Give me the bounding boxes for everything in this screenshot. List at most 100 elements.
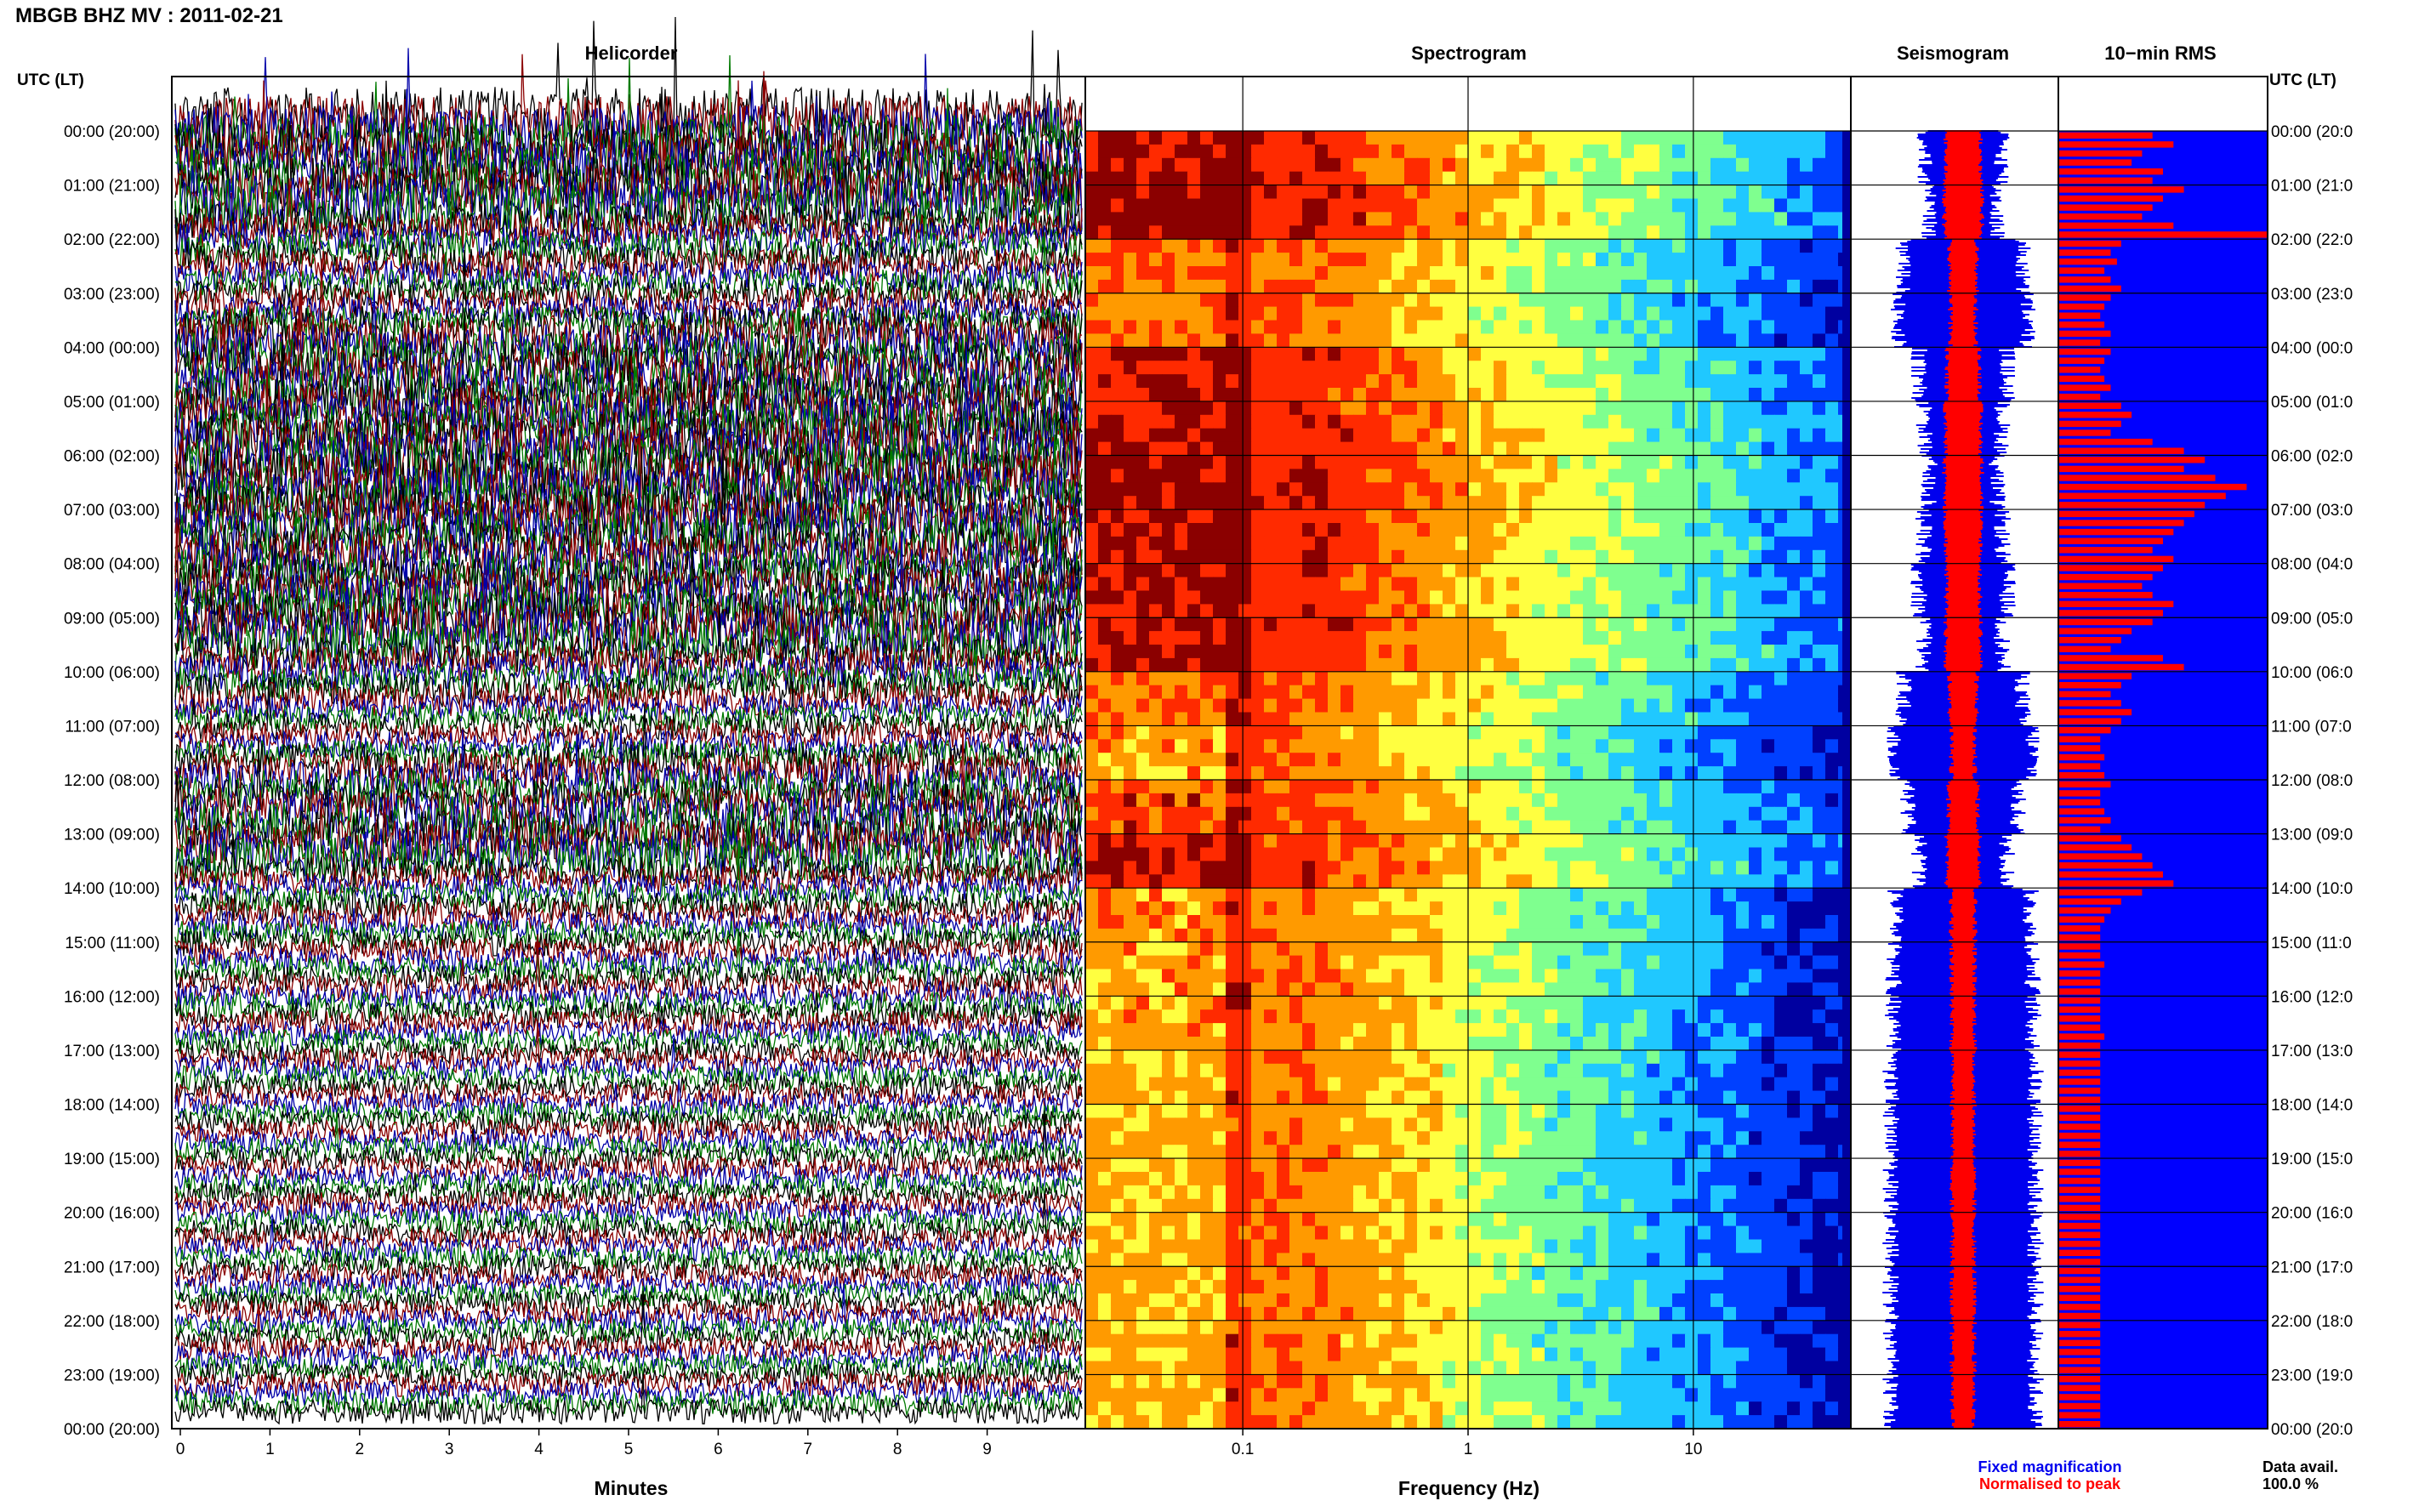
spectrogram-cell: [1455, 144, 1469, 159]
spectrogram-cell: [1468, 847, 1482, 861]
spectrogram-cell: [1787, 428, 1801, 443]
spectrogram-cell: [1813, 563, 1826, 578]
spectrogram-cell: [1251, 590, 1265, 605]
spectrogram-cell: [1430, 1077, 1443, 1092]
spectrogram-cell: [1098, 482, 1112, 497]
spectrogram-cell: [1392, 941, 1405, 957]
spectrogram-cell: [1468, 901, 1482, 916]
spectrogram-cell: [1175, 955, 1188, 970]
spectrogram-cell: [1749, 617, 1762, 632]
spectrogram-cell: [1353, 590, 1367, 605]
spectrogram-cell: [1583, 185, 1597, 200]
spectrogram-cell: [1162, 157, 1175, 173]
spectrogram-cell: [1366, 374, 1380, 389]
spectrogram-cell: [1226, 293, 1239, 308]
spectrogram-cell: [1302, 212, 1316, 226]
spectrogram-cell: [1404, 374, 1418, 389]
spectrogram-cell: [1328, 928, 1341, 943]
spectrogram-cell: [1404, 361, 1418, 375]
spectrogram-cell: [1277, 482, 1290, 497]
spectrogram-cell: [1302, 577, 1316, 592]
spectrogram-cell: [1698, 441, 1711, 457]
spectrogram-cell: [1430, 1090, 1443, 1106]
spectrogram-cell: [1226, 888, 1239, 902]
spectrogram-cell: [1226, 928, 1239, 943]
spectrogram-cell: [1659, 1090, 1673, 1106]
spectrogram-cell: [1430, 198, 1443, 213]
spectrogram-cell: [1085, 131, 1099, 145]
spectrogram-cell: [1596, 725, 1609, 740]
spectrogram-cell: [1634, 482, 1648, 497]
spectrogram-cell: [1175, 549, 1188, 565]
spectrogram-cell: [1710, 401, 1724, 416]
spectrogram-cell: [1264, 671, 1278, 686]
spectrogram-cell: [1774, 428, 1788, 443]
spectrogram-cell: [1813, 982, 1826, 997]
spectrogram-cell: [1124, 996, 1137, 1010]
spectrogram-cell: [1825, 388, 1839, 402]
spectrogram-cell: [1570, 996, 1584, 1010]
spectrogram-cell: [1672, 469, 1686, 483]
spectrogram-cell: [1404, 293, 1418, 308]
spectrogram-cell: [1340, 428, 1354, 443]
spectrogram-cell: [1608, 874, 1622, 889]
spectrogram-cell: [1557, 1009, 1571, 1024]
spectrogram-cell: [1149, 698, 1163, 713]
spectrogram-cell: [1723, 171, 1737, 186]
spectrogram-cell: [1672, 1049, 1686, 1065]
spectrogram-cell: [1825, 185, 1839, 200]
spectrogram-cell: [1315, 388, 1329, 402]
spectrogram-cell: [1736, 428, 1750, 443]
spectrogram-cell: [1583, 725, 1597, 740]
spectrogram-cell: [1698, 455, 1711, 469]
spectrogram-cell: [1749, 482, 1762, 497]
spectrogram-cell: [1124, 888, 1137, 902]
spectrogram-cell: [1545, 414, 1558, 429]
spectrogram-cell: [1813, 428, 1826, 443]
spectrogram-cell: [1187, 536, 1201, 551]
helicorder-trace-line: [174, 1101, 1083, 1128]
spectrogram-cell: [1200, 996, 1214, 1010]
spectrogram-cell: [1149, 1131, 1163, 1145]
spectrogram-cell: [1302, 1145, 1316, 1159]
helicorder-trace-line: [174, 680, 1083, 719]
spectrogram-cell: [1315, 455, 1329, 469]
spectrogram-cell: [1813, 685, 1826, 700]
spectrogram-cell: [1175, 969, 1188, 983]
spectrogram-cell: [1226, 631, 1239, 645]
spectrogram-cell: [1710, 482, 1724, 497]
spectrogram-cell: [1468, 333, 1482, 348]
spectrogram-cell: [1277, 374, 1290, 389]
spectrogram-cell: [1098, 441, 1112, 457]
spectrogram-cell: [1825, 1117, 1839, 1132]
spectrogram-cell: [1545, 590, 1558, 605]
spectrogram-cell: [1596, 590, 1609, 605]
spectrogram-cell: [1340, 698, 1354, 713]
spectrogram-cell: [1825, 279, 1839, 294]
spectrogram-cell: [1328, 253, 1341, 267]
spectrogram-cell: [1506, 266, 1520, 281]
spectrogram-cell: [1519, 1077, 1533, 1092]
spectrogram-cell: [1430, 793, 1443, 808]
spectrogram-cell: [1596, 157, 1609, 173]
helicorder-trace-line: [174, 946, 1083, 976]
spectrogram-cell: [1596, 347, 1609, 361]
spectrogram-cell: [1596, 198, 1609, 213]
spectrogram-cell: [1596, 549, 1609, 565]
spectrogram-cell: [1392, 306, 1405, 321]
spectrogram-cell: [1379, 753, 1392, 767]
spectrogram-cell: [1762, 455, 1775, 469]
spectrogram-cell: [1328, 131, 1341, 145]
spectrogram-cell: [1557, 144, 1571, 159]
spectrogram-cell: [1175, 739, 1188, 753]
spectrogram-cell: [1213, 401, 1227, 416]
spectrogram-cell: [1787, 1090, 1801, 1106]
spectrogram-cell: [1124, 806, 1137, 821]
spectrogram-cell: [1723, 739, 1737, 753]
spectrogram-cell: [1762, 563, 1775, 578]
spectrogram-cell: [1481, 874, 1494, 889]
spectrogram-cell: [1659, 577, 1673, 592]
spectrogram-cell: [1647, 306, 1660, 321]
spectrogram-cell: [1481, 388, 1494, 402]
spectrogram-cell: [1583, 645, 1597, 659]
